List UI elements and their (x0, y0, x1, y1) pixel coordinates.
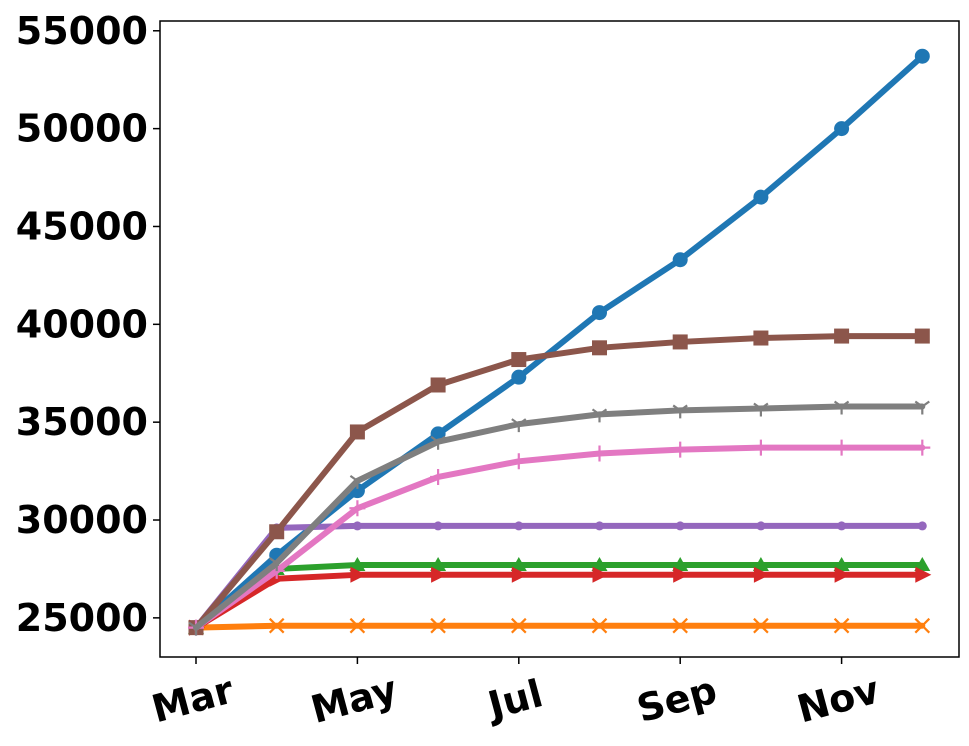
data-point (430, 426, 446, 442)
data-point (511, 617, 527, 634)
data-point (672, 252, 688, 268)
data-point (433, 521, 443, 531)
data-point (917, 521, 927, 531)
data-point (510, 453, 527, 470)
x-tick-label: Mar (147, 667, 238, 731)
data-point (837, 521, 847, 531)
data-point (672, 617, 688, 634)
data-point (511, 566, 528, 583)
data-point (268, 617, 285, 634)
series-group (188, 557, 931, 634)
data-point (752, 439, 769, 456)
y-tick-label: 30000 (16, 498, 148, 542)
series-group (188, 400, 930, 636)
data-point (511, 369, 527, 385)
series-group (188, 48, 930, 636)
data-point (269, 524, 285, 540)
series-group (188, 328, 930, 636)
data-point (430, 468, 447, 485)
data-point (914, 439, 931, 456)
data-point (914, 400, 930, 415)
x-tick-label: May (306, 667, 402, 732)
data-point (349, 474, 366, 489)
data-point (914, 557, 931, 572)
series-layer (188, 48, 932, 636)
data-point (349, 500, 366, 517)
data-point (672, 557, 689, 572)
data-point (833, 617, 850, 634)
data-point (673, 566, 690, 583)
data-point (672, 334, 688, 350)
data-point (752, 557, 769, 572)
data-point (753, 330, 769, 346)
data-point (591, 408, 608, 423)
data-point (914, 328, 930, 344)
data-point (756, 521, 766, 531)
series-line (193, 333, 926, 631)
y-tick-label: 25000 (16, 596, 148, 640)
x-tick-label: Sep (632, 668, 721, 731)
data-point (591, 445, 608, 462)
series-line (193, 571, 926, 631)
y-tick-label: 45000 (16, 204, 148, 248)
data-point (430, 557, 447, 572)
data-point (430, 435, 446, 450)
data-point (833, 557, 850, 572)
data-point (514, 521, 524, 531)
data-point (914, 617, 931, 634)
data-point (834, 566, 851, 583)
data-point (753, 402, 769, 417)
data-point (352, 521, 362, 531)
series-line (193, 622, 926, 631)
data-point (269, 557, 285, 572)
x-tick-label: Jul (481, 671, 548, 728)
series-line (193, 522, 926, 631)
data-point (753, 617, 769, 634)
series-group (188, 439, 931, 636)
data-point (753, 189, 769, 205)
data-point (753, 566, 770, 583)
data-point (350, 566, 367, 583)
data-point (510, 557, 527, 572)
x-tick-label: Nov (793, 667, 884, 731)
data-point (592, 566, 609, 583)
data-point (431, 566, 448, 583)
data-point (675, 521, 685, 531)
y-tick-label: 50000 (16, 107, 148, 151)
data-point (595, 521, 604, 531)
data-point (511, 418, 527, 433)
data-point (672, 441, 689, 458)
data-point (833, 400, 850, 415)
series-line (193, 53, 926, 631)
data-point (188, 621, 204, 636)
series-line (193, 403, 926, 631)
data-point (914, 48, 930, 64)
data-point (592, 340, 607, 356)
series-line (193, 562, 926, 631)
y-tick-label: 40000 (16, 302, 148, 346)
plot-area-frame (159, 20, 960, 658)
series-line (193, 444, 926, 631)
data-point (430, 617, 446, 634)
data-point (672, 404, 688, 419)
data-point (833, 439, 850, 456)
series-group (188, 617, 931, 636)
data-point (349, 424, 365, 440)
data-point (915, 566, 932, 583)
data-point (430, 377, 446, 393)
data-point (834, 328, 850, 344)
data-point (349, 617, 366, 634)
data-point (592, 305, 607, 321)
y-tick-label: 55000 (16, 9, 148, 53)
data-point (591, 617, 608, 634)
data-point (591, 557, 608, 572)
y-tick-label: 35000 (16, 400, 148, 444)
data-point (349, 557, 366, 572)
data-point (834, 121, 850, 137)
data-point (511, 352, 527, 368)
